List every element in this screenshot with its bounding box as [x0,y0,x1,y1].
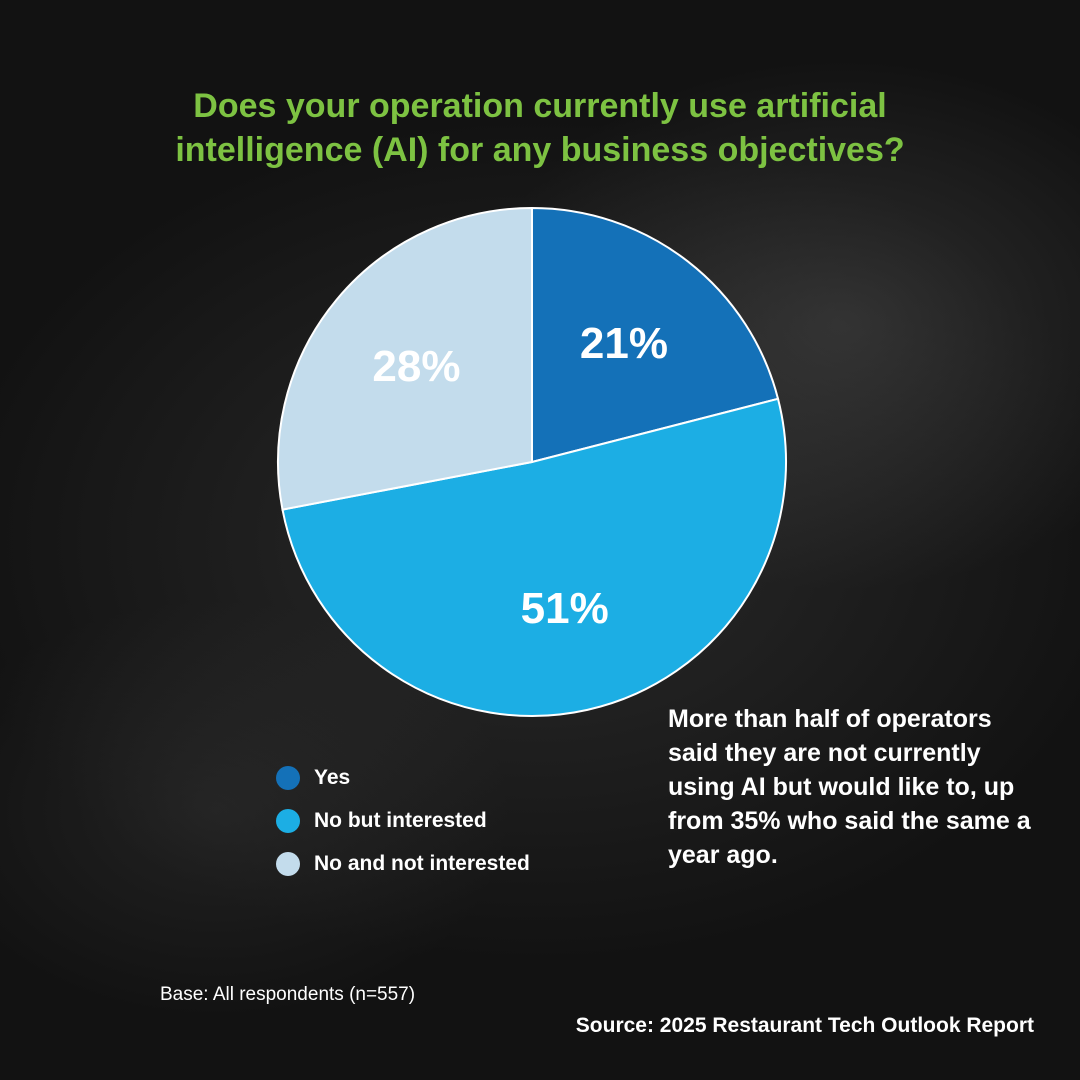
legend: Yes No but interested No and not interes… [276,756,530,885]
base-footnote: Base: All respondents (n=557) [160,984,416,1005]
chart-title: Does your operation currently use artifi… [0,84,1080,172]
slice-label-no-but-interested: 51% [521,584,609,633]
pie-slice-no-but-interested [281,397,787,717]
legend-item-no-but-interested: No but interested [276,799,530,842]
source-credit: Source: 2025 Restaurant Tech Outlook Rep… [575,1014,1034,1037]
legend-swatch-no-and-not-interested [276,851,300,876]
annotation-text: More than half of operators said they ar… [668,705,1031,869]
chart-title-line-2: intelligence (AI) for any business objec… [175,131,905,169]
legend-label-no-but-interested: No but interested [314,808,487,832]
legend-label-yes: Yes [314,765,351,789]
legend-swatch-no-but-interested [276,808,300,833]
legend-item-yes: Yes [276,756,530,799]
slice-label-no-and-not-interested: 28% [372,342,460,391]
legend-label-no-and-not-interested: No and not interested [314,851,530,875]
pie-slice-no-and-not-interested [277,206,533,511]
legend-item-no-and-not-interested: No and not interested [276,842,530,885]
pie-slice-yes [531,206,780,464]
chart-title-line-1: Does your operation currently use artifi… [193,87,887,125]
legend-swatch-yes [276,765,300,790]
slice-label-yes: 21% [580,319,668,368]
